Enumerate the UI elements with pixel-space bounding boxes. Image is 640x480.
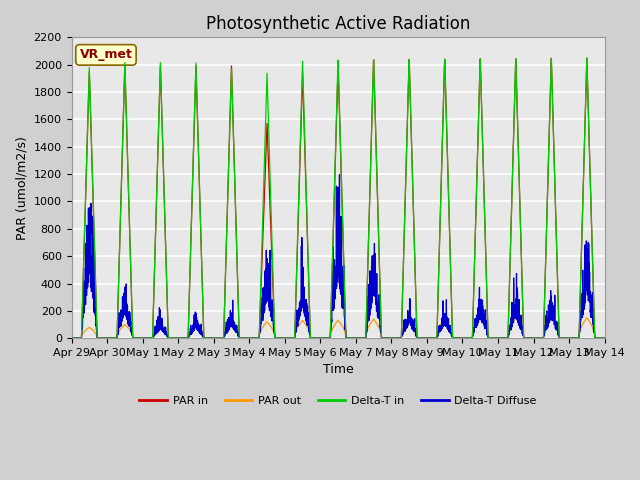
Text: VR_met: VR_met	[79, 48, 132, 61]
Title: Photosynthetic Active Radiation: Photosynthetic Active Radiation	[206, 15, 470, 33]
X-axis label: Time: Time	[323, 363, 353, 376]
Legend: PAR in, PAR out, Delta-T in, Delta-T Diffuse: PAR in, PAR out, Delta-T in, Delta-T Dif…	[135, 392, 541, 411]
Y-axis label: PAR (umol/m2/s): PAR (umol/m2/s)	[15, 136, 28, 240]
